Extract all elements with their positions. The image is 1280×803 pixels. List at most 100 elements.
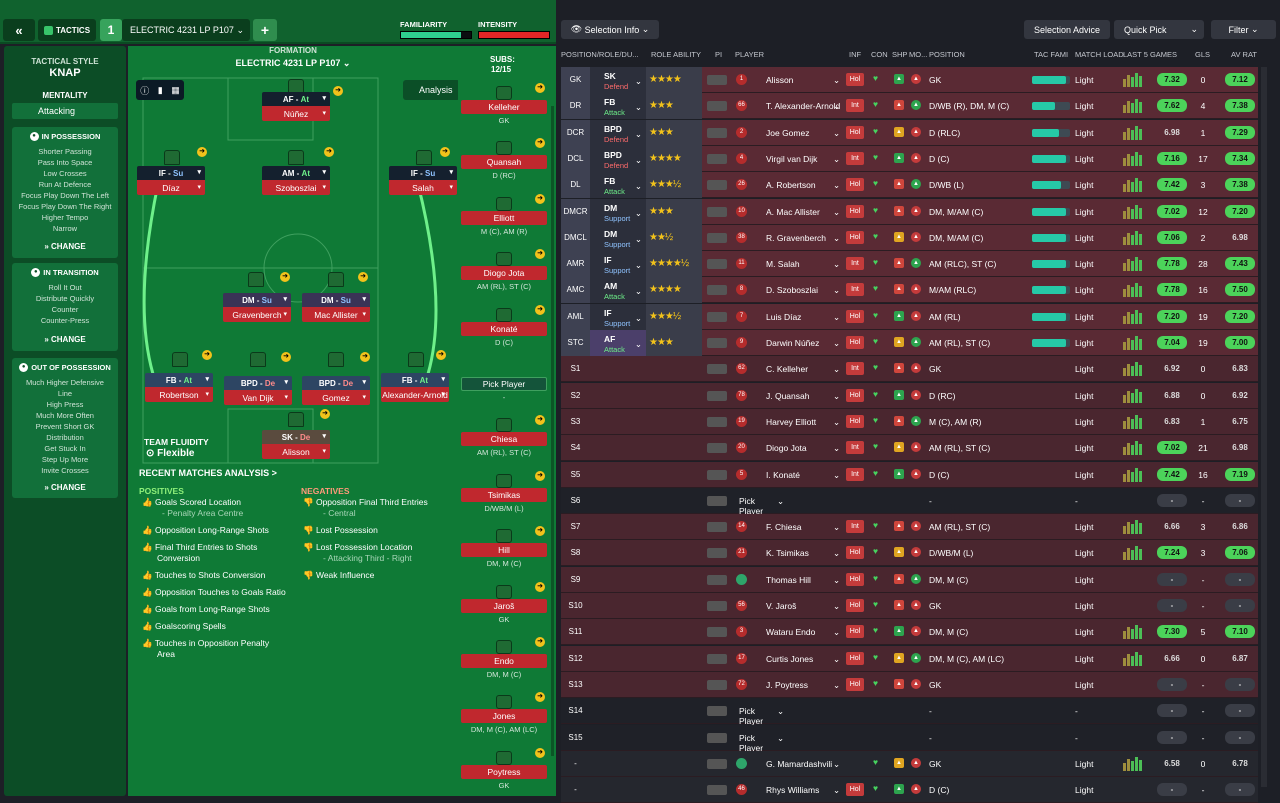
- sub-slot[interactable]: Kelleher: [461, 100, 547, 114]
- table-row[interactable]: DMCR DM Support ⌄ ★★★ 10 A. Mac Allister ⌄ Hol ♥ ▲…: [561, 198, 1258, 225]
- chevron-down-icon[interactable]: ⌄: [833, 679, 841, 690]
- player-name[interactable]: K. Tsimikas: [766, 548, 809, 559]
- filter-button[interactable]: Filter ⌄: [1211, 20, 1276, 39]
- arrow-icon[interactable]: ➜: [535, 581, 545, 592]
- pi-icon[interactable]: [707, 732, 727, 743]
- chevron-down-icon[interactable]: ⌄: [833, 101, 841, 112]
- table-row[interactable]: S15 Pick Player ⌄ - - - - -: [561, 724, 1258, 753]
- arrow-icon[interactable]: ➜: [197, 147, 207, 157]
- player-name[interactable]: J. Poytress: [766, 679, 809, 690]
- chevron-down-icon[interactable]: ⌄: [833, 758, 841, 769]
- row-role[interactable]: AF Attack ⌄: [590, 330, 646, 356]
- pi-icon[interactable]: [707, 259, 727, 270]
- row-role[interactable]: BPD Defend ⌄: [590, 145, 646, 172]
- chevron-down-icon[interactable]: ⌄: [833, 390, 841, 401]
- pi-icon[interactable]: [707, 522, 727, 533]
- pi-icon[interactable]: [707, 469, 727, 480]
- formation-select[interactable]: ELECTRIC 4231 LP P107 ⌄: [235, 58, 351, 68]
- sub-slot[interactable]: Tsimikas: [461, 487, 547, 502]
- player-slot-aml[interactable]: IF - Su ▾ Díaz ▾: [137, 166, 205, 195]
- table-row[interactable]: AML IF Support ⌄ ★★★½ 7 Luis Díaz ⌄ Hol ♥ ▲ ▲ AM (RL…: [561, 303, 1258, 330]
- mentality-select[interactable]: Attacking: [12, 103, 118, 119]
- row-role[interactable]: IF Support ⌄: [590, 303, 646, 330]
- player-slot-dmcl[interactable]: DM - Su ▾ Gravenberch ▾: [223, 293, 291, 322]
- table-row[interactable]: AMR IF Support ⌄ ★★★★½ 11 M. Salah ⌄ Int ♥ ▲ ▲ AM (R…: [561, 251, 1258, 278]
- chevron-down-icon[interactable]: ⌄: [833, 548, 841, 559]
- team-fluidity[interactable]: ⊙ Flexible: [146, 448, 195, 459]
- arrow-icon[interactable]: ➜: [535, 637, 545, 647]
- chevron-down-icon[interactable]: ⌄: [833, 364, 841, 375]
- player-name[interactable]: A. Robertson: [766, 180, 816, 191]
- player-name[interactable]: Joe Gomez: [766, 127, 810, 138]
- arrow-icon[interactable]: ➜: [281, 352, 291, 362]
- table-row[interactable]: GK SK Defend ⌄ ★★★★ 1 Alisson ⌄ Hol ♥ ▲ ▲ GK Light 7.3…: [561, 67, 1258, 93]
- player-name[interactable]: Curtis Jones: [766, 653, 814, 664]
- table-row[interactable]: DCR BPD Defend ⌄ ★★★ 2 Joe Gomez ⌄ Hol ♥ ▲ ▲ D (RLC)…: [561, 119, 1258, 146]
- arrow-icon[interactable]: ➜: [280, 272, 290, 282]
- pi-icon[interactable]: [707, 548, 727, 559]
- arrow-icon[interactable]: ➜: [436, 350, 446, 360]
- table-row[interactable]: S10 56 V. Jaroš ⌄ Hol ♥ ▲ ▲ GK Light - - -: [561, 593, 1258, 619]
- pi-icon[interactable]: [707, 679, 727, 690]
- arrow-icon[interactable]: ➜: [535, 83, 545, 93]
- chevron-down-icon[interactable]: ⌄: [833, 522, 841, 533]
- player-name[interactable]: Thomas Hill: [766, 574, 811, 585]
- player-slot-dcr[interactable]: BPD - De ▾ Gomez ▾: [302, 376, 370, 405]
- player-name[interactable]: F. Chiesa: [766, 522, 802, 533]
- arrow-icon[interactable]: ➜: [535, 415, 545, 426]
- table-row[interactable]: - G. Mamardashvili ⌄ ♥ ▲ ▲ GK Light 6.58 0 6.78: [561, 750, 1258, 777]
- player-name[interactable]: Diogo Jota: [766, 443, 807, 454]
- subs-scrollbar[interactable]: [551, 106, 554, 756]
- pi-icon[interactable]: [707, 443, 727, 454]
- arrow-icon[interactable]: ➜: [535, 249, 545, 260]
- chevron-down-icon[interactable]: ⌄: [833, 75, 841, 85]
- chevron-down-icon[interactable]: ⌄: [833, 311, 841, 322]
- player-name[interactable]: Alisson: [766, 75, 794, 85]
- player-name[interactable]: Wataru Endo: [766, 627, 816, 638]
- player-name[interactable]: Harvey Elliott: [766, 416, 817, 427]
- pi-icon[interactable]: [707, 574, 727, 585]
- chevron-down-icon[interactable]: ⌄: [833, 232, 841, 243]
- header-inf[interactable]: INF: [849, 50, 862, 59]
- info-icon[interactable]: ⓘ: [140, 85, 150, 96]
- table-row[interactable]: S6 Pick Player ⌄ - - - - -: [561, 487, 1258, 516]
- pi-icon[interactable]: [707, 232, 727, 243]
- table-row[interactable]: DMCL DM Support ⌄ ★★½ 38 R. Gravenberch ⌄ Hol ♥ ▲ ▲…: [561, 224, 1258, 251]
- change-possession-button[interactable]: » CHANGE: [44, 242, 86, 251]
- sub-slot[interactable]: Hill: [461, 543, 547, 558]
- chevron-down-icon[interactable]: ⌄: [833, 443, 841, 454]
- chevron-down-icon[interactable]: ⌄: [833, 574, 841, 585]
- tab-tactics[interactable]: TACTICS: [38, 19, 96, 41]
- out-of-possession-box[interactable]: ● OUT OF POSSESSION Much Higher Defensive…: [12, 358, 118, 498]
- tactical-style[interactable]: KNAP: [49, 67, 81, 79]
- pi-icon[interactable]: [707, 127, 727, 138]
- pi-icon[interactable]: [707, 758, 727, 769]
- chevron-down-icon[interactable]: ⌄: [833, 259, 841, 270]
- player-name[interactable]: M. Salah: [766, 259, 800, 270]
- arrow-icon[interactable]: ➜: [535, 138, 545, 149]
- table-row[interactable]: S11 3 Wataru Endo ⌄ Hol ♥ ▲ ▲ DM, M (C) Light 7.30…: [561, 619, 1258, 646]
- pi-icon[interactable]: [707, 627, 727, 638]
- chevron-down-icon[interactable]: ⌄: [833, 785, 841, 796]
- recent-matches-link[interactable]: RECENT MATCHES ANALYSIS >: [139, 468, 277, 478]
- player-slot-dr[interactable]: FB - At ▾ Alexander-Arnold ▾: [381, 373, 449, 402]
- sub-slot[interactable]: Pick Player: [461, 377, 547, 391]
- row-role[interactable]: FB Attack ⌄: [590, 172, 646, 199]
- player-name[interactable]: Darwin Núñez: [766, 338, 820, 348]
- chevron-down-icon[interactable]: ⌄: [833, 206, 841, 217]
- pi-icon[interactable]: [707, 390, 727, 401]
- table-row[interactable]: S2 78 J. Quansah ⌄ Hol ♥ ▲ ▲ D (RC) Light 6.88 0 6.9…: [561, 382, 1258, 409]
- chevron-down-icon[interactable]: ⌄: [833, 653, 841, 664]
- tactic-slot[interactable]: 1: [100, 19, 122, 41]
- arrow-icon[interactable]: ➜: [358, 272, 368, 282]
- player-slot-dl[interactable]: FB - At ▾ Robertson ▾: [145, 373, 213, 402]
- pi-icon[interactable]: [707, 153, 727, 164]
- arrow-icon[interactable]: ➜: [535, 470, 545, 481]
- player-name[interactable]: Virgil van Dijk: [766, 153, 818, 164]
- sub-slot[interactable]: Diogo Jota: [461, 266, 547, 281]
- row-role[interactable]: DM Support ⌄: [590, 224, 646, 251]
- row-role[interactable]: AM Attack ⌄: [590, 277, 646, 304]
- arrow-icon[interactable]: ➜: [535, 304, 545, 315]
- player-name[interactable]: D. Szoboszlai: [766, 285, 818, 296]
- row-role[interactable]: BPD Defend ⌄: [590, 119, 646, 146]
